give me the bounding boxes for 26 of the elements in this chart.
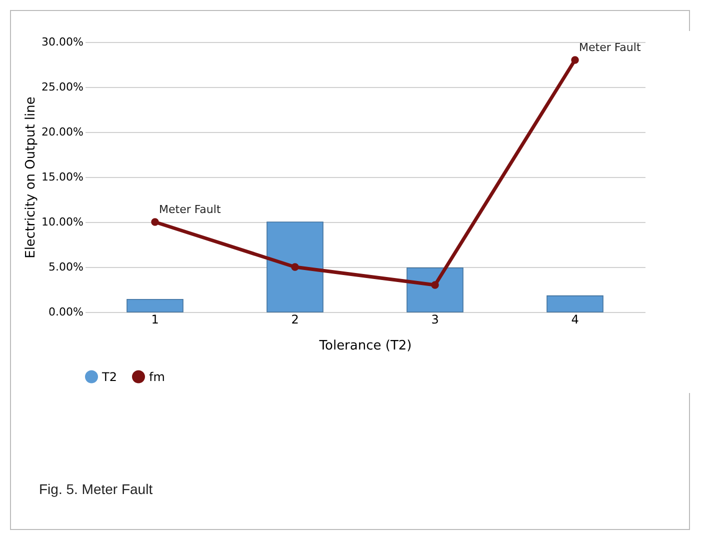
- x-tick-label: 4: [571, 312, 579, 326]
- y-tick-label: 5.00%: [48, 260, 84, 274]
- bar: [546, 295, 604, 312]
- y-tick-label: 10.00%: [42, 216, 84, 228]
- point: [431, 281, 439, 289]
- x-tick-label: 3: [431, 312, 439, 326]
- caption: Fig. 5. Meter Fault: [39, 481, 153, 497]
- y-tick-label: 25.00%: [42, 80, 84, 94]
- y-axis-title: Electricity on Output line: [24, 96, 39, 258]
- x-tick-label: 1: [151, 312, 159, 326]
- point: [571, 56, 579, 64]
- bar: [266, 222, 324, 312]
- x-axis-title: Tolerance (T2): [318, 338, 412, 354]
- legend-label: T2: [101, 370, 117, 384]
- bar: [126, 299, 184, 312]
- annotation: Meter Fault: [159, 203, 222, 216]
- point: [291, 263, 299, 271]
- x-tick-label: 2: [291, 312, 299, 326]
- y-tick-label: 0.00%: [48, 306, 84, 318]
- bar: [406, 268, 464, 312]
- legend-label: fm: [149, 370, 165, 384]
- point: [151, 218, 159, 226]
- y-tick-label: 15.00%: [42, 170, 84, 184]
- y-tick-label: 30.00%: [42, 36, 84, 48]
- annotation: Meter Fault: [579, 41, 642, 54]
- y-tick-label: 20.00%: [42, 126, 84, 138]
